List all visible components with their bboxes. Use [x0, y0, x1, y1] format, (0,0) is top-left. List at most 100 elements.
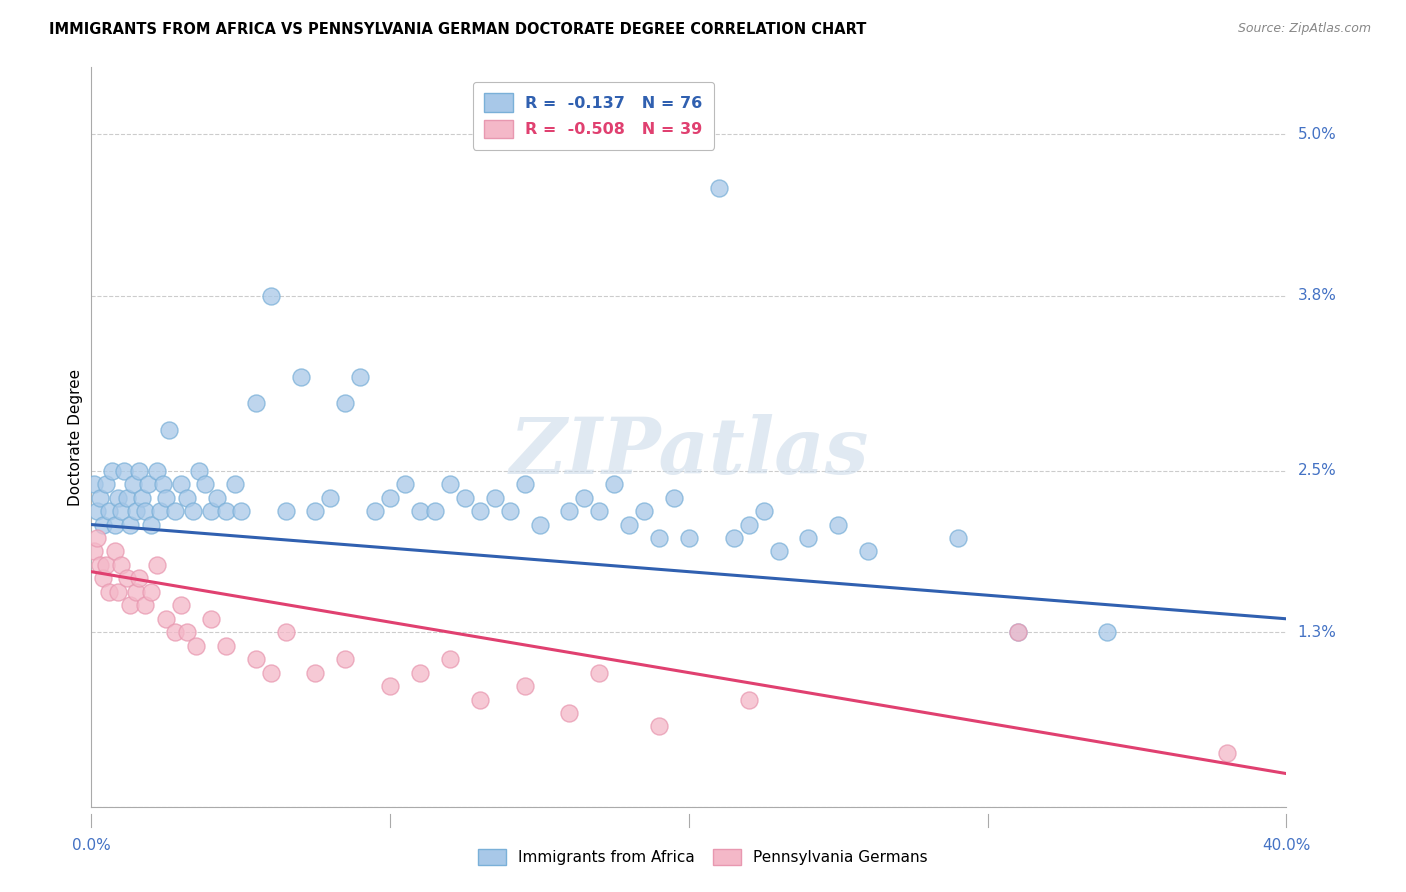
Point [633, 504, 655, 518]
Point [176, 491, 198, 505]
Point [409, 504, 432, 518]
Y-axis label: Doctorate Degree: Doctorate Degree [67, 368, 83, 506]
Point [96, 558, 118, 572]
Point [827, 517, 849, 532]
Point [558, 504, 581, 518]
Point [86, 531, 108, 545]
Text: ZIPatlas: ZIPatlas [509, 414, 869, 490]
Point [662, 491, 685, 505]
Point [439, 477, 461, 491]
Point [215, 639, 238, 653]
Text: 0.0%: 0.0% [72, 838, 111, 853]
Point [104, 517, 127, 532]
Point [423, 504, 446, 518]
Point [188, 464, 211, 478]
Point [101, 464, 124, 478]
Point [89, 491, 111, 505]
Point [170, 477, 193, 491]
Point [149, 504, 172, 518]
Point [499, 504, 522, 518]
Point [752, 504, 775, 518]
Point [245, 396, 267, 410]
Point [409, 665, 432, 680]
Point [574, 491, 596, 505]
Point [364, 504, 387, 518]
Point [723, 531, 745, 545]
Point [96, 477, 118, 491]
Point [155, 491, 177, 505]
Point [146, 464, 169, 478]
Point [98, 504, 121, 518]
Text: 1.3%: 1.3% [1298, 624, 1337, 640]
Point [125, 585, 148, 599]
Point [176, 625, 198, 640]
Point [194, 477, 217, 491]
Text: 40.0%: 40.0% [1263, 838, 1310, 853]
Point [107, 491, 129, 505]
Point [184, 639, 207, 653]
Point [603, 477, 626, 491]
Point [245, 652, 267, 666]
Point [200, 612, 222, 626]
Point [335, 396, 357, 410]
Point [394, 477, 416, 491]
Point [513, 477, 536, 491]
Text: Source: ZipAtlas.com: Source: ZipAtlas.com [1237, 22, 1371, 36]
Point [93, 571, 115, 585]
Point [89, 558, 111, 572]
Point [205, 491, 228, 505]
Point [181, 504, 204, 518]
Point [120, 599, 142, 613]
Point [468, 692, 491, 706]
Point [141, 585, 163, 599]
Point [152, 477, 174, 491]
Point [155, 612, 177, 626]
Point [128, 571, 150, 585]
Point [319, 491, 342, 505]
Point [134, 504, 156, 518]
Point [1007, 625, 1029, 640]
Point [797, 531, 820, 545]
Text: 5.0%: 5.0% [1298, 127, 1336, 142]
Point [513, 679, 536, 693]
Point [259, 665, 281, 680]
Point [335, 652, 357, 666]
Point [115, 571, 138, 585]
Point [588, 665, 610, 680]
Point [737, 517, 759, 532]
Point [131, 491, 153, 505]
Point [98, 585, 121, 599]
Point [86, 504, 108, 518]
Point [304, 665, 326, 680]
Point [259, 289, 281, 303]
Point [128, 464, 150, 478]
Point [112, 464, 135, 478]
Point [141, 517, 163, 532]
Point [125, 504, 148, 518]
Point [349, 369, 371, 384]
Point [529, 517, 551, 532]
Point [115, 491, 138, 505]
Point [1097, 625, 1119, 640]
Point [484, 491, 506, 505]
Point [136, 477, 159, 491]
Point [558, 706, 581, 720]
Point [224, 477, 246, 491]
Point [146, 558, 169, 572]
Point [648, 531, 671, 545]
Point [678, 531, 700, 545]
Point [83, 544, 105, 558]
Point [215, 504, 238, 518]
Point [1007, 625, 1029, 640]
Text: 3.8%: 3.8% [1298, 288, 1337, 303]
Point [229, 504, 252, 518]
Point [946, 531, 969, 545]
Point [104, 544, 127, 558]
Point [858, 544, 880, 558]
Point [83, 477, 105, 491]
Point [588, 504, 610, 518]
Point [200, 504, 222, 518]
Point [468, 504, 491, 518]
Point [380, 679, 402, 693]
Point [439, 652, 461, 666]
